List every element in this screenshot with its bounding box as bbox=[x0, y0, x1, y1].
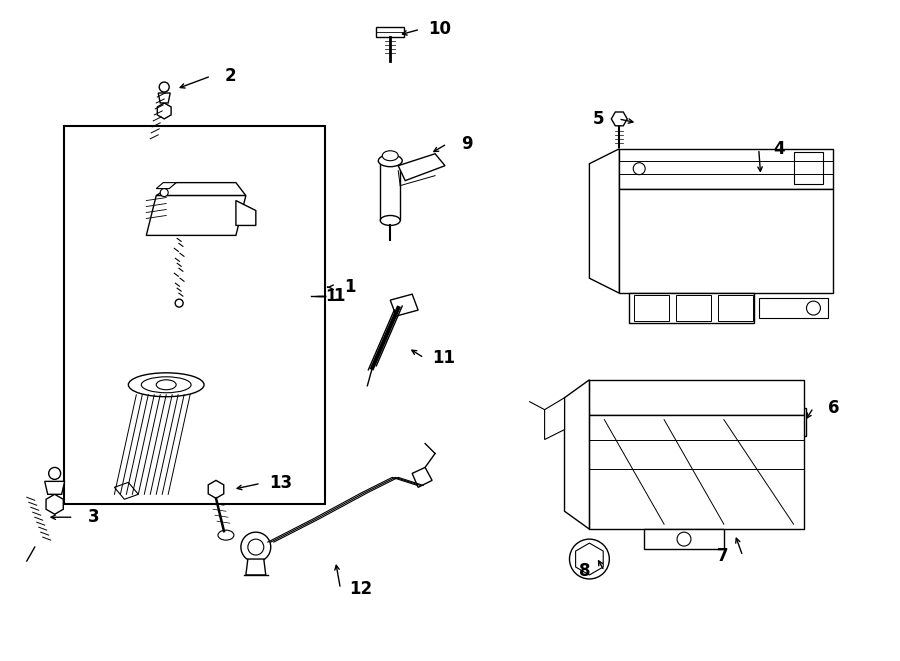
Text: 8: 8 bbox=[579, 562, 590, 580]
Polygon shape bbox=[770, 408, 806, 436]
Polygon shape bbox=[114, 483, 139, 499]
Ellipse shape bbox=[780, 416, 796, 428]
Text: 2: 2 bbox=[225, 67, 237, 85]
Text: 1: 1 bbox=[345, 278, 356, 296]
Circle shape bbox=[579, 548, 600, 570]
Polygon shape bbox=[45, 481, 65, 494]
Text: 1: 1 bbox=[325, 289, 336, 303]
Text: 10: 10 bbox=[428, 20, 452, 38]
Polygon shape bbox=[590, 414, 804, 529]
Ellipse shape bbox=[378, 155, 402, 167]
Circle shape bbox=[677, 532, 691, 546]
Circle shape bbox=[570, 539, 609, 579]
Polygon shape bbox=[619, 188, 833, 293]
Circle shape bbox=[248, 539, 264, 555]
Text: 12: 12 bbox=[349, 580, 372, 598]
Polygon shape bbox=[391, 294, 419, 316]
Polygon shape bbox=[576, 543, 603, 575]
Polygon shape bbox=[236, 200, 256, 225]
Polygon shape bbox=[544, 398, 564, 440]
Text: 11: 11 bbox=[433, 349, 455, 367]
Ellipse shape bbox=[382, 151, 398, 161]
Text: 5: 5 bbox=[592, 110, 604, 128]
Polygon shape bbox=[629, 293, 753, 323]
Circle shape bbox=[806, 301, 821, 315]
Ellipse shape bbox=[129, 373, 204, 397]
Circle shape bbox=[159, 82, 169, 92]
Ellipse shape bbox=[157, 380, 176, 390]
Polygon shape bbox=[158, 93, 170, 103]
Text: 7: 7 bbox=[717, 547, 729, 565]
Polygon shape bbox=[644, 529, 724, 549]
Polygon shape bbox=[564, 380, 590, 529]
Polygon shape bbox=[634, 295, 669, 321]
Circle shape bbox=[160, 188, 168, 196]
Text: 13: 13 bbox=[269, 475, 292, 492]
Polygon shape bbox=[619, 149, 833, 188]
Ellipse shape bbox=[381, 215, 400, 225]
Polygon shape bbox=[246, 559, 266, 575]
Polygon shape bbox=[676, 295, 711, 321]
Circle shape bbox=[176, 299, 183, 307]
Polygon shape bbox=[147, 196, 246, 235]
Ellipse shape bbox=[141, 377, 191, 393]
Polygon shape bbox=[157, 182, 246, 196]
Circle shape bbox=[49, 467, 60, 479]
Polygon shape bbox=[759, 298, 828, 318]
Polygon shape bbox=[718, 295, 752, 321]
Circle shape bbox=[634, 163, 645, 175]
Polygon shape bbox=[158, 103, 171, 119]
Bar bbox=[64, 126, 325, 504]
Text: 6: 6 bbox=[828, 399, 839, 416]
Polygon shape bbox=[590, 380, 804, 414]
Polygon shape bbox=[157, 182, 176, 188]
Text: 4: 4 bbox=[773, 139, 785, 158]
Polygon shape bbox=[611, 112, 627, 126]
Polygon shape bbox=[412, 467, 432, 487]
Polygon shape bbox=[381, 161, 400, 221]
Polygon shape bbox=[208, 481, 224, 498]
Text: 9: 9 bbox=[461, 135, 472, 153]
Polygon shape bbox=[46, 494, 63, 514]
Text: 3: 3 bbox=[87, 508, 99, 526]
Circle shape bbox=[241, 532, 271, 562]
Polygon shape bbox=[376, 27, 404, 37]
Polygon shape bbox=[590, 149, 619, 293]
Polygon shape bbox=[794, 152, 824, 184]
Text: 1: 1 bbox=[333, 287, 344, 305]
Polygon shape bbox=[398, 154, 445, 180]
Ellipse shape bbox=[218, 530, 234, 540]
